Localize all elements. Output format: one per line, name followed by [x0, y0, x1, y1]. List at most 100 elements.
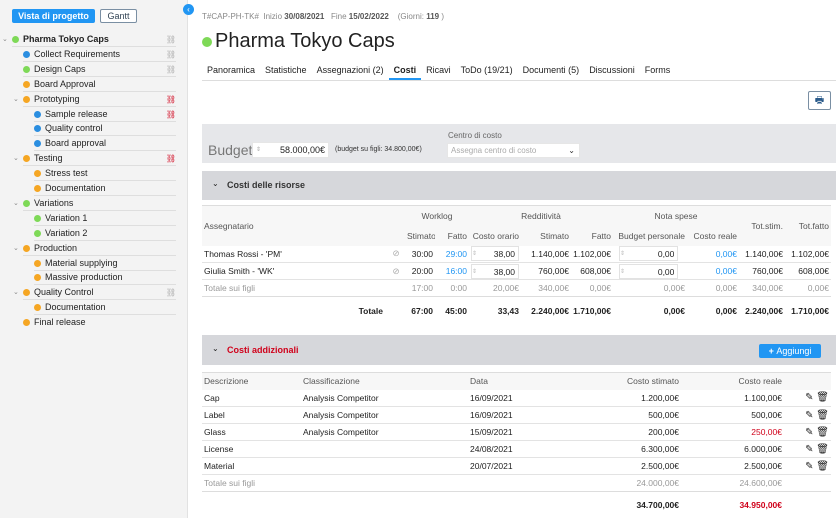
cost-classification: Analysis Competitor — [301, 389, 468, 407]
budget-panel: Budget ⇕ 58.000,00€ (budget su figli: 34.… — [202, 124, 836, 163]
tree-item[interactable]: Quality control — [34, 121, 176, 137]
total-estimated: 760,00€ — [739, 262, 785, 280]
edit-icon[interactable]: ✎ — [805, 409, 814, 421]
col-assignee: Assegnatario — [202, 205, 387, 246]
plus-icon: + — [768, 346, 777, 356]
cost-center-select[interactable]: Assegna centro di costo ⌄ — [447, 143, 580, 158]
tree-item[interactable]: Variation 1 — [34, 211, 176, 226]
additional-section-header[interactable]: ⌄ Costi addizionali + Aggiungi — [202, 335, 836, 365]
resources-section-header[interactable]: ⌄ Costi delle risorse — [202, 171, 836, 200]
tree-item[interactable]: Material supplying — [34, 256, 176, 271]
worklog-done-link[interactable]: 16:00 — [435, 262, 469, 280]
edit-icon[interactable]: ✎ — [805, 443, 814, 455]
tree-item-label: Variation 2 — [45, 227, 88, 238]
tree-item[interactable]: ⌄ Quality Control ⛓ — [13, 285, 176, 301]
project-view-button[interactable]: Vista di progetto — [12, 9, 95, 23]
tree-item[interactable]: Stress test — [34, 166, 176, 182]
tree-item[interactable]: Variation 2 — [34, 226, 176, 241]
worklog-estimated[interactable]: 30:00 — [405, 245, 435, 263]
personal-budget-input[interactable]: ⇕ 0,00 — [613, 262, 687, 280]
total-done: 608,00€ — [785, 262, 831, 280]
total-label: Totale — [358, 305, 383, 316]
total-tot-stim: 2.240,00€ — [745, 305, 783, 316]
add-cost-button[interactable]: + Aggiungi — [759, 344, 821, 358]
chevron-down-icon[interactable]: ⌄ — [13, 244, 19, 252]
hourly-cost-input[interactable]: ⇕ 38,00 — [469, 262, 521, 280]
hourly-cost-input[interactable]: ⇕ 38,00 — [469, 245, 521, 263]
chevron-down-icon[interactable]: ⌄ — [13, 95, 19, 103]
project-meta: T#CAP-PH-TK# Inizio 30/08/2021 Fine 15/0… — [202, 12, 444, 21]
tree-item[interactable]: Collect Requirements ⛓ — [23, 47, 176, 62]
days-label: (Giorni: — [397, 12, 424, 21]
tab-documenti[interactable]: Documenti (5) — [522, 65, 580, 75]
print-button[interactable]: 🖶 — [808, 91, 831, 110]
worklog-estimated[interactable]: 20:00 — [405, 262, 435, 280]
tree-item[interactable]: ⌄ Prototyping ⛓ — [13, 92, 176, 107]
trash-icon[interactable]: 🗑 — [816, 392, 829, 404]
trash-icon[interactable]: 🗑 — [816, 443, 829, 455]
budget-input[interactable]: ⇕ 58.000,00€ — [252, 142, 329, 158]
tree-item[interactable]: Final release — [23, 315, 176, 330]
tree-item[interactable]: ⌄ Variations — [13, 196, 176, 211]
clock-icon[interactable]: ⊘ — [387, 245, 405, 263]
cost-actual: 250,00€ — [681, 423, 784, 441]
alert-link-icon: ⛓ — [165, 109, 176, 119]
tab-panoramica[interactable]: Panoramica — [207, 65, 256, 75]
tree-item[interactable]: Documentation — [34, 181, 176, 196]
tree-item[interactable]: Design Caps ⛓ — [23, 62, 176, 77]
tab-statistiche[interactable]: Statistiche — [265, 65, 307, 75]
tree-item-label: Documentation — [45, 302, 106, 313]
chevron-down-icon[interactable]: ⌄ — [13, 199, 19, 207]
tab-costi[interactable]: Costi — [388, 62, 422, 80]
table-row: Label Analysis Competitor 16/09/2021 500,00… — [202, 406, 831, 424]
clock-icon[interactable]: ⊘ — [387, 262, 405, 280]
tab-discussioni[interactable]: Discussioni — [589, 65, 635, 75]
tree-item[interactable]: Massive production — [34, 270, 176, 286]
additional-costs-table: Descrizione Classificazione Data Costo s… — [202, 372, 831, 518]
col-costo-orario: Costo orario — [472, 230, 519, 241]
tree-item[interactable]: ⌄ Pharma Tokyo Caps ⛓ — [2, 32, 176, 47]
tree-item[interactable]: Board approval — [34, 136, 176, 152]
group-nota-spese: Nota spese — [613, 205, 739, 226]
edit-icon[interactable]: ✎ — [805, 460, 814, 472]
trash-icon[interactable]: 🗑 — [816, 426, 829, 438]
tab-todo[interactable]: ToDo (19/21) — [460, 65, 513, 75]
gantt-button[interactable]: Gantt — [100, 9, 137, 23]
col-stimato: Stimato — [407, 230, 435, 241]
chevron-down-icon[interactable]: ⌄ — [13, 289, 19, 297]
budget-label: Budget — [208, 142, 253, 158]
edit-icon[interactable]: ✎ — [805, 426, 814, 438]
personal-budget-input[interactable]: ⇕ 0,00 — [613, 245, 687, 263]
tree-item[interactable]: ⌄ Testing ⛓ — [13, 151, 176, 167]
worklog-done-link[interactable]: 29:00 — [435, 245, 469, 263]
hourly-cost-value: 38,00 — [493, 266, 515, 277]
chevron-down-icon[interactable]: ⌄ — [2, 36, 8, 43]
stepper-icon: ⇕ — [472, 268, 478, 275]
status-dot-icon — [34, 274, 41, 282]
cost-description: Cap — [202, 389, 301, 407]
tab-assegnazioni[interactable]: Assegnazioni (2) — [316, 65, 384, 75]
actual-cost-link[interactable]: 0,00€ — [687, 245, 739, 263]
cost-description: Glass — [202, 423, 301, 441]
tab-forms[interactable]: Forms — [644, 65, 671, 75]
stepper-icon: ⇕ — [256, 147, 262, 153]
trash-icon[interactable]: 🗑 — [816, 460, 829, 472]
title-text: Pharma Tokyo Caps — [215, 30, 395, 52]
actual-cost-link[interactable]: 0,00€ — [687, 262, 739, 280]
cost-center-label: Centro di costo — [448, 131, 502, 140]
link-icon: ⛓ — [165, 288, 176, 298]
assignee-name: Giulia Smith - 'WK' — [202, 262, 387, 280]
tree-item[interactable]: Documentation — [34, 300, 176, 316]
additional-title: Costi addizionali — [227, 345, 299, 355]
edit-icon[interactable]: ✎ — [805, 392, 814, 404]
tree-item[interactable]: Board Approval — [23, 77, 176, 92]
trash-icon[interactable]: 🗑 — [816, 409, 829, 421]
tab-ricavi[interactable]: Ricavi — [426, 65, 451, 75]
tree-item[interactable]: ⌄ Production — [13, 241, 176, 256]
tree-item[interactable]: Sample release ⛓ — [34, 107, 176, 122]
cost-estimated: 500,00€ — [588, 406, 681, 424]
chevron-down-icon[interactable]: ⌄ — [13, 155, 19, 163]
collapse-sidebar-icon[interactable]: ‹ — [183, 4, 194, 15]
cost-estimated: 1.200,00€ — [588, 389, 681, 407]
total-row: Totale34.700,00€34.950,00€ — [202, 492, 831, 518]
